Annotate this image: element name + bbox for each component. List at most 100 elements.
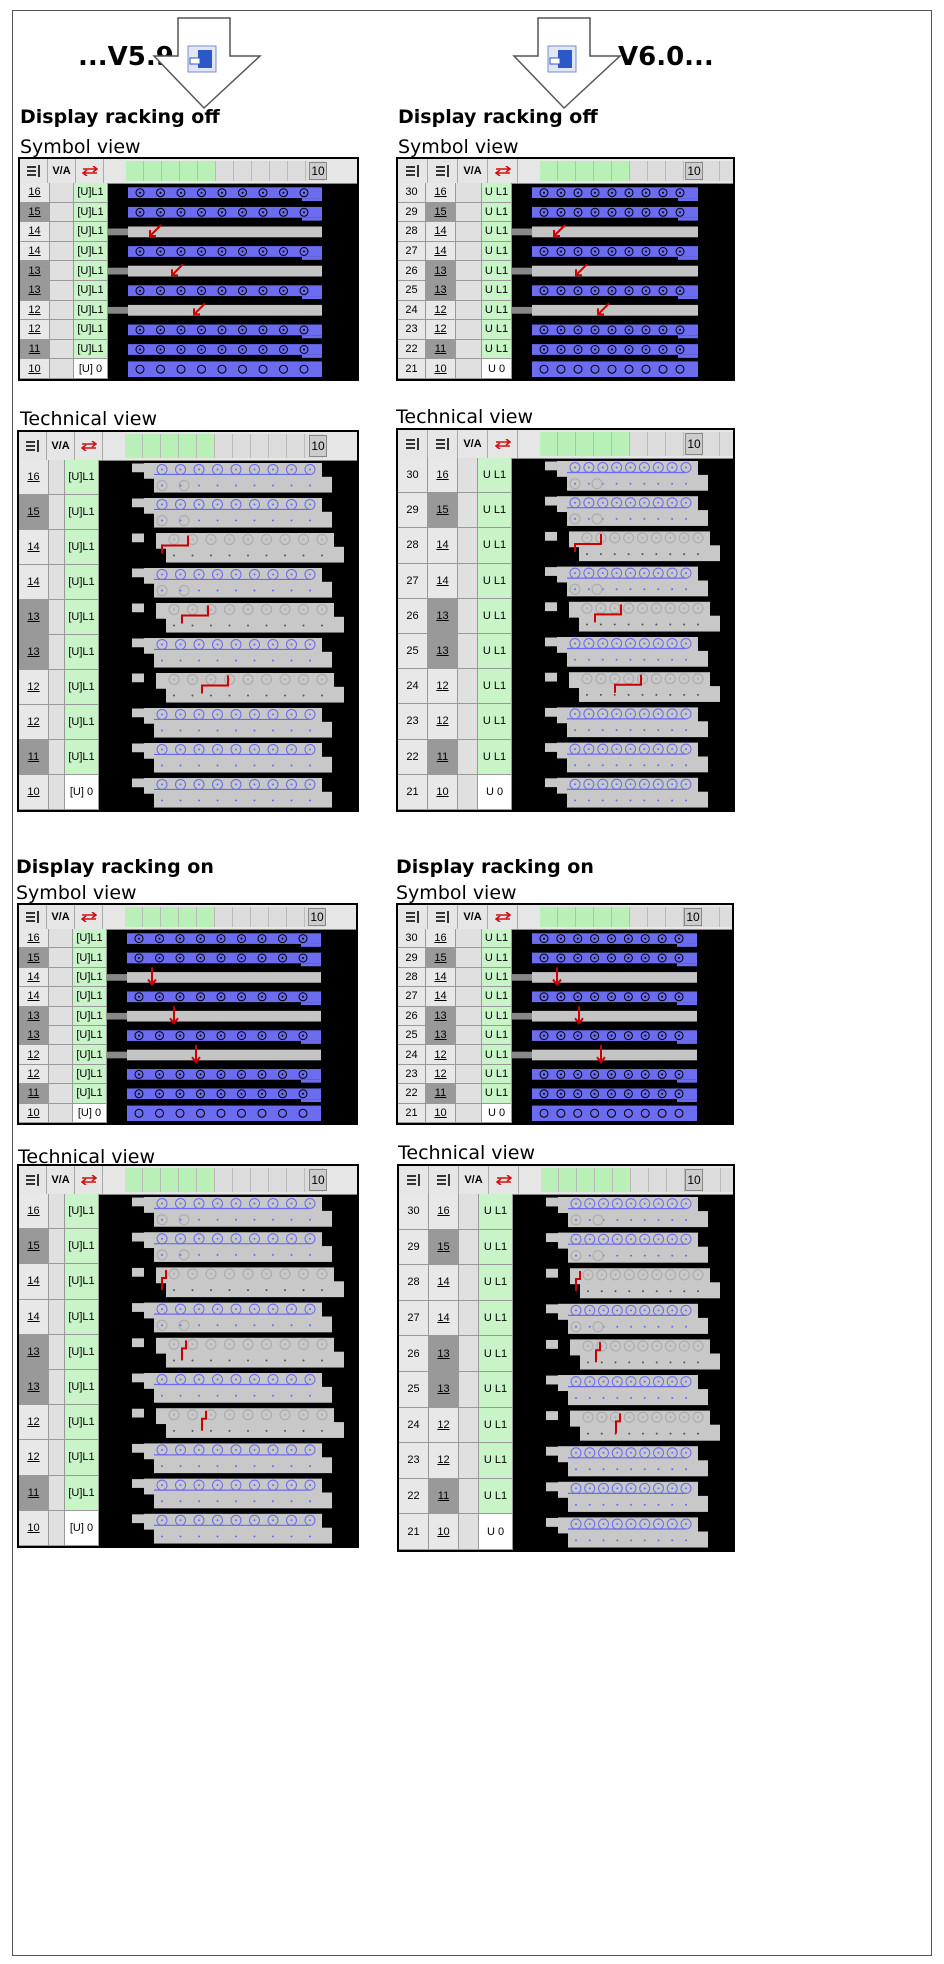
list-config-button[interactable] — [428, 905, 458, 929]
slot-number-link[interactable]: 14 — [19, 967, 49, 988]
slot-number-link[interactable]: 11 — [19, 1475, 49, 1511]
slot-number-link[interactable]: 12 — [426, 1064, 456, 1085]
slot-number-link[interactable]: 12 — [429, 1407, 459, 1444]
slot-number-link[interactable]: 14 — [19, 1264, 49, 1300]
slot-number-link[interactable]: 14 — [426, 222, 456, 242]
slot-number-link[interactable]: 10 — [19, 1510, 49, 1546]
slot-number-link[interactable]: 13 — [20, 281, 50, 301]
slot-number-link[interactable]: 15 — [428, 493, 458, 529]
via-button[interactable]: V/A — [47, 1166, 75, 1194]
list-config-button[interactable] — [429, 1166, 459, 1194]
slot-number-link[interactable]: 13 — [428, 634, 458, 670]
slot-number-link[interactable]: 14 — [426, 987, 456, 1007]
slot-number-link[interactable]: 13 — [19, 600, 49, 635]
swap-button[interactable] — [488, 159, 518, 183]
swap-button[interactable] — [488, 905, 518, 929]
slot-number-link[interactable]: 12 — [19, 670, 49, 705]
slot-number-link[interactable]: 15 — [426, 202, 456, 223]
slot-number-link[interactable]: 14 — [20, 222, 50, 242]
slot-number-link[interactable]: 13 — [19, 1026, 49, 1046]
zoom-level[interactable]: 10 — [309, 1169, 327, 1191]
slot-number-link[interactable]: 14 — [426, 241, 456, 262]
slot-number-link[interactable]: 13 — [19, 1370, 49, 1406]
slot-number-link[interactable]: 11 — [19, 1084, 49, 1104]
via-button[interactable]: V/A — [458, 430, 488, 458]
zoom-level[interactable]: 10 — [685, 1169, 703, 1191]
slot-number-link[interactable]: 13 — [428, 598, 458, 634]
slot-number-link[interactable]: 11 — [20, 339, 50, 360]
slot-number-link[interactable]: 13 — [426, 261, 456, 281]
slot-number-link[interactable]: 16 — [19, 929, 49, 949]
slot-number-link[interactable]: 13 — [426, 281, 456, 301]
slot-number-link[interactable]: 12 — [428, 669, 458, 705]
via-button[interactable]: V/A — [48, 159, 76, 183]
list-config-button[interactable] — [398, 430, 428, 458]
slot-number-link[interactable]: 12 — [19, 705, 49, 740]
slot-number-link[interactable]: 11 — [429, 1478, 459, 1515]
zoom-level[interactable]: 10 — [308, 908, 326, 926]
slot-number-link[interactable]: 13 — [19, 1006, 49, 1026]
slot-number-link[interactable]: 10 — [426, 359, 456, 379]
swap-button[interactable] — [75, 432, 103, 460]
list-config-button[interactable] — [399, 1166, 429, 1194]
slot-number-link[interactable]: 12 — [19, 1405, 49, 1441]
slot-number-link[interactable]: 16 — [19, 1194, 49, 1230]
list-config-button[interactable] — [428, 430, 458, 458]
slot-number-link[interactable]: 13 — [429, 1372, 459, 1408]
slot-number-link[interactable]: 14 — [428, 563, 458, 599]
slot-number-link[interactable]: 13 — [429, 1336, 459, 1372]
zoom-level[interactable]: 10 — [309, 435, 327, 457]
slot-number-link[interactable]: 15 — [426, 948, 456, 968]
slot-number-link[interactable]: 11 — [19, 740, 49, 775]
slot-number-link[interactable]: 12 — [19, 1440, 49, 1476]
zoom-level[interactable]: 10 — [684, 908, 702, 926]
via-button[interactable]: V/A — [47, 432, 75, 460]
slot-number-link[interactable]: 12 — [19, 1064, 49, 1085]
slot-number-link[interactable]: 16 — [426, 183, 456, 203]
slot-number-link[interactable]: 15 — [429, 1229, 459, 1266]
list-config-button[interactable] — [19, 905, 47, 929]
zoom-level[interactable]: 10 — [309, 162, 327, 180]
slot-number-link[interactable]: 14 — [426, 967, 456, 988]
list-config-button[interactable] — [398, 905, 428, 929]
slot-number-link[interactable]: 16 — [426, 929, 456, 949]
list-config-button[interactable] — [19, 1166, 47, 1194]
slot-number-link[interactable]: 15 — [19, 948, 49, 968]
slot-number-link[interactable]: 14 — [19, 530, 49, 565]
via-button[interactable]: V/A — [459, 1166, 489, 1194]
slot-number-link[interactable]: 12 — [429, 1443, 459, 1479]
slot-number-link[interactable]: 16 — [428, 458, 458, 494]
slot-number-link[interactable]: 16 — [20, 183, 50, 203]
slot-number-link[interactable]: 11 — [426, 1084, 456, 1104]
slot-number-link[interactable]: 12 — [19, 1045, 49, 1065]
zoom-level[interactable]: 10 — [685, 433, 703, 455]
list-config-button[interactable] — [398, 159, 428, 183]
list-config-button[interactable] — [428, 159, 458, 183]
via-button[interactable]: V/A — [458, 159, 488, 183]
slot-number-link[interactable]: 14 — [19, 565, 49, 600]
slot-number-link[interactable]: 10 — [428, 774, 458, 810]
slot-number-link[interactable]: 14 — [429, 1265, 459, 1301]
slot-number-link[interactable]: 14 — [19, 1299, 49, 1335]
slot-number-link[interactable]: 13 — [426, 1006, 456, 1026]
slot-number-link[interactable]: 10 — [19, 775, 49, 810]
swap-button[interactable] — [489, 1166, 519, 1194]
swap-button[interactable] — [76, 159, 104, 183]
slot-number-link[interactable]: 13 — [19, 1334, 49, 1370]
swap-button[interactable] — [488, 430, 518, 458]
slot-number-link[interactable]: 12 — [426, 320, 456, 340]
slot-number-link[interactable]: 12 — [426, 300, 456, 321]
via-button[interactable]: V/A — [47, 905, 75, 929]
slot-number-link[interactable]: 13 — [19, 635, 49, 670]
slot-number-link[interactable]: 13 — [20, 261, 50, 281]
slot-number-link[interactable]: 14 — [19, 987, 49, 1007]
zoom-level[interactable]: 10 — [685, 162, 703, 180]
slot-number-link[interactable]: 15 — [20, 202, 50, 223]
slot-number-link[interactable]: 12 — [20, 300, 50, 321]
list-config-button[interactable] — [20, 159, 48, 183]
slot-number-link[interactable]: 10 — [429, 1514, 459, 1550]
swap-button[interactable] — [75, 1166, 103, 1194]
slot-number-link[interactable]: 10 — [426, 1103, 456, 1123]
slot-number-link[interactable]: 15 — [19, 1229, 49, 1265]
swap-button[interactable] — [75, 905, 103, 929]
